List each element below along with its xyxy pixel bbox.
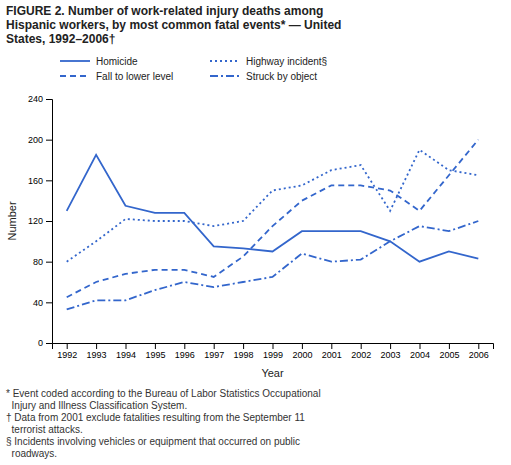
- tick-label: 40: [33, 298, 43, 308]
- tick: 2005: [439, 343, 459, 360]
- footnote: § Incidents involving vehicles or equipm…: [6, 436, 300, 447]
- legend-swatch: [210, 60, 240, 62]
- tick-label: 1997: [204, 350, 224, 360]
- tick-label: 1992: [57, 350, 77, 360]
- chart: FIGURE 2. Number of work-related injury …: [0, 0, 511, 465]
- footnote: roadways.: [6, 448, 57, 459]
- line: [67, 150, 479, 262]
- tick: 1997: [204, 343, 224, 360]
- tick-mark: [390, 343, 391, 349]
- footnote: Injury and Illness Classification System…: [6, 400, 187, 411]
- legend-item: Homicide: [60, 56, 138, 67]
- tick-label: 1998: [234, 350, 254, 360]
- tick-label: 1996: [175, 350, 195, 360]
- x-axis: 1992 1993 1994 1995 1996 1997 1998 1999 2000 2001…: [53, 343, 494, 360]
- y-axis: 0 40 80 120 160 200 240: [28, 94, 53, 348]
- tick-label: 240: [28, 94, 43, 104]
- legend-label: Fall to lower level: [96, 71, 173, 82]
- tick-mark: [46, 343, 52, 344]
- tick-label: 160: [28, 176, 43, 186]
- legend-item: Struck by object: [210, 71, 317, 82]
- axis-line: [53, 344, 494, 350]
- tick: 160: [28, 176, 52, 186]
- tick-label: 2004: [410, 350, 430, 360]
- tick-mark: [478, 343, 479, 349]
- tick-label: 120: [28, 216, 43, 226]
- tick-label: 2001: [322, 350, 342, 360]
- tick-mark: [126, 343, 127, 349]
- tick: 1992: [57, 343, 77, 360]
- tick-mark: [302, 343, 303, 349]
- footnote: terrorist attacks.: [6, 424, 83, 435]
- tick-mark: [46, 262, 52, 263]
- tick-label: 2002: [351, 350, 371, 360]
- tick: 1996: [175, 343, 195, 360]
- axis-line: [46, 100, 53, 344]
- tick: 200: [28, 135, 52, 145]
- legend: Homicide Highway incident§ Fall to lower l…: [60, 56, 327, 82]
- tick-label: 200: [28, 135, 43, 145]
- tick: 1994: [116, 343, 136, 360]
- y-axis-title: Number: [6, 201, 18, 240]
- tick-mark: [449, 343, 450, 349]
- tick: 120: [28, 216, 52, 226]
- legend-label: Struck by object: [246, 71, 317, 82]
- legend-item: Highway incident§: [210, 56, 327, 67]
- tick-mark: [96, 343, 97, 349]
- tick: 2002: [351, 343, 371, 360]
- tick: 2001: [322, 343, 342, 360]
- tick-label: 2006: [469, 350, 489, 360]
- line: [67, 140, 479, 298]
- tick-mark: [331, 343, 332, 349]
- tick: 1998: [234, 343, 254, 360]
- tick-label: 1995: [145, 350, 165, 360]
- legend-label: Homicide: [96, 56, 138, 67]
- legend-swatch: [210, 75, 240, 77]
- tick-mark: [361, 343, 362, 349]
- tick: 40: [33, 298, 52, 308]
- tick-label: 2000: [292, 350, 312, 360]
- tick: 2003: [381, 343, 401, 360]
- tick-label: 80: [33, 257, 43, 267]
- tick-mark: [46, 221, 52, 222]
- title: FIGURE 2. Number of work-related injury …: [6, 4, 341, 46]
- footnote: * Event coded according to the Bureau of…: [6, 388, 321, 399]
- tick: 1999: [263, 343, 283, 360]
- tick-label: 1994: [116, 350, 136, 360]
- tick-mark: [155, 343, 156, 349]
- tick-mark: [184, 343, 185, 349]
- tick-mark: [273, 343, 274, 349]
- tick-label: 2005: [439, 350, 459, 360]
- tick-mark: [46, 99, 52, 100]
- tick-label: 0: [38, 338, 43, 348]
- tick-label: 1993: [87, 350, 107, 360]
- tick-mark: [46, 140, 52, 141]
- legend-label: Highway incident§: [246, 56, 327, 67]
- tick: 1995: [145, 343, 165, 360]
- tick: 2000: [292, 343, 312, 360]
- tick-mark: [46, 180, 52, 181]
- tick-mark: [46, 302, 52, 303]
- line: [67, 221, 479, 309]
- tick: 240: [28, 94, 52, 104]
- tick-mark: [420, 343, 421, 349]
- tick-mark: [214, 343, 215, 349]
- legend-swatch: [60, 60, 90, 62]
- tick: 0: [38, 338, 52, 348]
- plot-area: [67, 140, 479, 310]
- tick-label: 2003: [381, 350, 401, 360]
- legend-item: Fall to lower level: [60, 71, 173, 82]
- tick: 2006: [469, 343, 489, 360]
- legend-swatch: [60, 75, 90, 77]
- tick: 1993: [87, 343, 107, 360]
- tick-mark: [67, 343, 68, 349]
- x-axis-title: Year: [261, 367, 284, 379]
- tick-mark: [243, 343, 244, 349]
- tick: 80: [33, 257, 52, 267]
- footnote: † Data from 2001 exclude fatalities resu…: [6, 412, 305, 423]
- tick: 2004: [410, 343, 430, 360]
- tick-label: 1999: [263, 350, 283, 360]
